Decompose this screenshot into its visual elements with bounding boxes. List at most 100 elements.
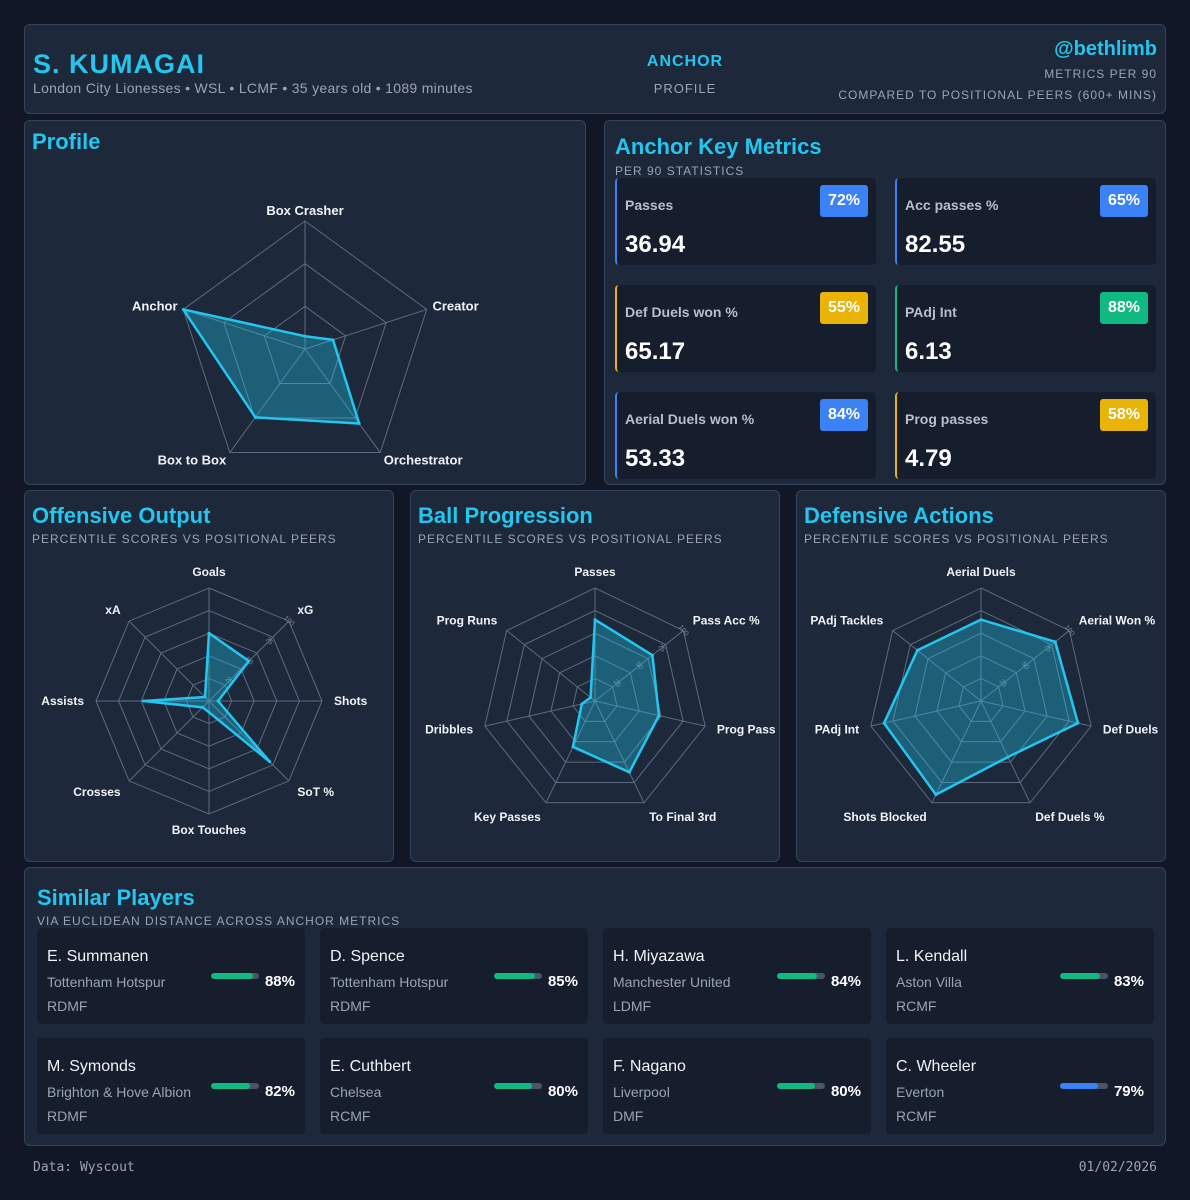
player-position: RDMF [47,998,88,1014]
defensive-subtitle: PERCENTILE SCORES VS POSITIONAL PEERS [804,532,1109,546]
data-point [303,334,307,338]
axis-spoke [594,630,684,702]
offensive-subtitle: PERCENTILE SCORES VS POSITIONAL PEERS [32,532,337,546]
axis-label: Orchestrator [384,453,463,468]
grid-ring [223,263,387,419]
similar-player-card[interactable]: F. Nagano Liverpool DMF 80% [603,1038,871,1134]
similar-player-card[interactable]: M. Symonds Brighton & Hove Albion RDMF 8… [37,1038,305,1134]
data-point [207,710,211,714]
axis-spoke [506,630,596,702]
similarity-value: 79% [1113,1083,1144,1100]
player-position: RCMF [896,998,937,1014]
metrics-note: METRICS PER 90 [1044,67,1157,81]
axis-spoke [304,348,381,453]
similar-player-card[interactable]: H. Miyazawa Manchester United LDMF 84% [603,928,871,1024]
role-subtitle: PROFILE [653,81,717,96]
player-position: DMF [613,1108,644,1124]
similarity-value: 80% [547,1083,578,1100]
axis-spoke [208,700,290,782]
axis-label: Box Touches [172,823,247,837]
data-point [1076,721,1080,725]
similar-player-card[interactable]: E. Cuthbert Chelsea RCMF 80% [320,1038,588,1134]
tick-label: 75 [656,643,666,654]
axis-label: Passes [574,565,616,579]
similar-title: Similar Players [37,885,195,910]
progression-subtitle: PERCENTILE SCORES VS POSITIONAL PEERS [418,532,723,546]
data-point [201,705,205,709]
data-point [357,422,361,426]
similarity-value: 85% [547,973,578,990]
grid-ring [550,655,640,743]
similarity-value: 84% [830,973,861,990]
player-club: Brighton & Hove Albion [47,1084,191,1100]
axis-spoke [931,700,982,804]
similarity-bar [494,973,542,979]
metric-name: Prog passes [905,411,989,427]
player-name: M. Symonds [47,1058,136,1075]
data-point [253,415,257,419]
player-name: E. Cuthbert [330,1058,411,1075]
axis-label: Def Duels [1103,723,1159,737]
player-club: Aston Villa [896,974,962,990]
tick-label: 75 [263,636,274,647]
data-point [934,793,938,797]
profile-panel: Profile Box Crasher Creator Orchestrator Bo… [24,120,586,485]
similar-player-card[interactable]: C. Wheeler Everton RCMF 79% [886,1038,1154,1134]
player-name: F. Nagano [613,1058,686,1075]
axis-label: xA [105,603,121,617]
axis-label: PAdj Int [815,723,859,737]
axis-label: Crosses [73,785,121,799]
similarity-bar-fill [1060,1083,1098,1089]
metric-value: 65.17 [625,338,686,365]
metric-name: Acc passes % [905,197,999,213]
player-club: Liverpool [613,1084,670,1100]
series-area [882,618,1080,796]
axis-label: Key Passes [474,810,541,824]
axis-label: Def Duels % [1035,810,1105,824]
similarity-bar [777,973,825,979]
similar-player-card[interactable]: E. Summanen Tottenham Hotspur RDMF 88% [37,928,305,1024]
similarity-bar-fill [211,973,254,979]
metric-card-padj-int: PAdj Int 6.13 88% [895,285,1156,372]
axis-spoke [980,700,1092,727]
offensive-radar-chart: 255075100GoalsxGShotsSoT %Box TouchesCro… [41,565,367,837]
player-position: RDMF [47,1108,88,1124]
defensive-title: Defensive Actions [804,503,994,528]
similar-player-card[interactable]: L. Kendall Aston Villa RCMF 83% [886,928,1154,1024]
tick-label: 50 [1020,661,1030,672]
data-point [216,699,220,703]
similarity-value: 83% [1113,973,1144,990]
grid-ring [182,220,428,454]
axis-label: Prog Runs [437,614,498,628]
axis-spoke [545,700,596,804]
data-point [1006,755,1010,759]
player-position: RCMF [896,1108,937,1124]
axis-spoke [128,700,210,782]
tick-label: 100 [677,624,690,638]
axis-spoke [594,700,706,727]
metric-name: Passes [625,197,674,213]
metric-card-passes: Passes 36.94 72% [615,178,876,265]
defensive-radar-chart: 25 50 75 100 Aerial Duels Aerial Won % Def Due… [810,565,1159,824]
profile-title: Profile [32,129,101,154]
similarity-bar [494,1083,542,1089]
similar-player-card[interactable]: D. Spence Tottenham Hotspur RDMF 85% [320,928,588,1024]
data-point [882,721,886,725]
percentile-badge: 72% [820,185,868,217]
role-title: ANCHOR [646,53,724,70]
similarity-bar-fill [211,1083,251,1089]
similarity-bar [211,1083,259,1089]
data-source: Data: Wyscout [33,1160,135,1175]
defensive-actions-panel: Defensive Actions PERCENTILE SCORES VS P… [796,490,1166,862]
data-point [627,770,631,774]
data-point [580,702,584,706]
data-point [650,653,654,657]
similarity-bar-fill [777,1083,816,1089]
metric-name: Def Duels won % [625,304,738,320]
data-point [203,695,207,699]
similarity-value: 80% [830,1083,861,1100]
tick-label: 25 [998,678,1008,689]
similarity-value: 88% [264,973,295,990]
similarity-bar [1060,1083,1108,1089]
axis-label: Goals [192,565,226,579]
